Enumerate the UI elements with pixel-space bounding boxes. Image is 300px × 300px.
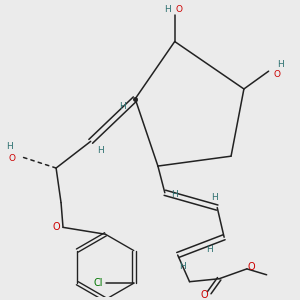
Text: O: O	[52, 222, 60, 232]
Text: H: H	[164, 5, 171, 14]
Text: H: H	[6, 142, 13, 151]
Text: H: H	[277, 60, 284, 69]
Text: H: H	[171, 190, 178, 199]
Text: H: H	[206, 244, 213, 253]
Text: O: O	[8, 154, 15, 163]
Text: H: H	[119, 102, 126, 111]
Text: H: H	[179, 262, 186, 272]
Text: H: H	[211, 193, 217, 202]
Text: H: H	[97, 146, 104, 155]
Text: Cl: Cl	[93, 278, 103, 288]
Text: O: O	[201, 290, 208, 300]
Text: O: O	[273, 70, 280, 79]
Text: O: O	[175, 5, 182, 14]
Text: O: O	[247, 262, 255, 272]
